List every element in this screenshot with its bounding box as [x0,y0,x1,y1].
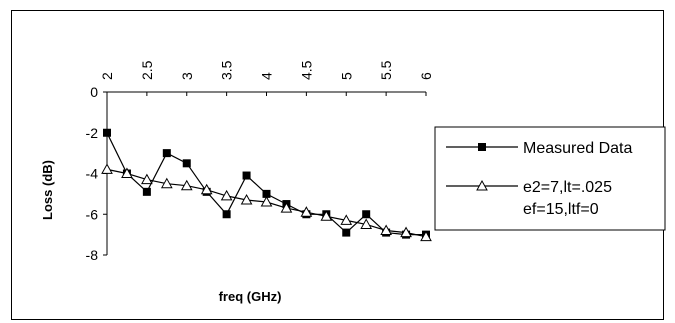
x-tick-label: 6 [418,72,434,80]
y-tick-label: -2 [86,125,99,141]
x-tick-label: 5 [338,72,354,80]
point-model [101,163,113,174]
x-tick-label: 4.5 [298,60,314,80]
point-model [420,230,432,242]
y-tick-label: -8 [86,247,99,263]
x-tick-label: 3 [179,72,195,80]
y-tick-label: -6 [86,206,99,222]
y-tick-label: 0 [90,84,98,100]
legend-label-model-line2: ef=15,ltf=0 [523,201,599,218]
legend-box [434,126,666,231]
point-measured [103,128,111,137]
point-model [200,183,213,195]
legend: Measured Data e2=7,lt=.025 ef=15,ltf=0 [434,126,666,231]
series-group [101,128,432,242]
point-model [400,226,412,238]
x-axis-title: freq (GHz) [219,289,282,304]
point-model [260,195,273,207]
point-measured [362,210,371,219]
point-model [320,210,333,221]
point-model [280,202,293,213]
y-axis-title: Loss (dB) [40,160,55,220]
point-measured [162,149,171,158]
axes: 2 2.5 3 3.5 4 4.5 5 5.5 6 0 -2 -4 -6 -8 [86,60,434,263]
point-model [360,218,373,229]
legend-marker-model [476,179,488,191]
point-model [380,224,392,236]
x-tick-label: 4 [259,72,275,80]
point-model [240,193,253,205]
point-measured [142,187,151,196]
point-model [180,179,193,191]
point-measured [342,228,351,237]
x-tick-label: 5.5 [378,60,394,80]
point-model [340,214,353,225]
series-line-measured [106,132,426,236]
x-tick-label: 2 [99,72,115,80]
x-tick-label: 3.5 [219,60,235,80]
y-tick-label: -4 [86,166,99,182]
point-measured [242,171,251,180]
point-model [121,167,133,178]
point-measured [262,189,271,198]
point-measured [182,159,191,168]
legend-marker-measured [478,143,486,151]
point-model [160,177,173,189]
legend-label-model-line1: e2=7,lt=.025 [523,179,612,196]
x-tick-label: 2.5 [139,60,155,80]
point-measured [222,210,231,219]
point-model [141,173,153,185]
point-model [220,189,233,201]
point-model [300,206,313,217]
legend-label-measured: Measured Data [523,140,632,157]
